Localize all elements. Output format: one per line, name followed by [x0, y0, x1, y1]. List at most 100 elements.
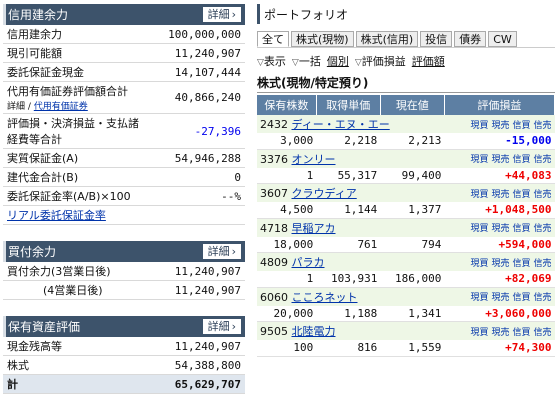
table-row: 現引可能額 11,240,907 [3, 43, 245, 63]
margin-buy-link[interactable]: 信買 [512, 327, 531, 338]
table-row: 現金残高等 11,240,907 [3, 337, 245, 356]
asset-detail-button[interactable]: 詳細 › [202, 319, 241, 334]
holding-values-row: 18,000 761 794 +594,000 [257, 236, 555, 253]
holding-values-row: 1 55,317 99,400 +44,083 [257, 167, 555, 184]
margin-detail-button[interactable]: 詳細 › [202, 7, 241, 22]
buy-table: 買付余力(3営業日後) 11,240,907 (4営業日後) 11,240,907 [3, 262, 245, 300]
holding-name-row: 4718 早稲アカ 現買 現売 信買 信売 [257, 218, 555, 237]
table-row: 計 65,629,707 [3, 374, 245, 394]
triangle-down-icon: ▽ [257, 58, 264, 68]
pl-value: +44,083 [444, 167, 555, 184]
margin-sell-link[interactable]: 信売 [533, 155, 552, 165]
holding-values-row: 1 103,931 186,000 +82,069 [257, 271, 555, 288]
margin-buy-link[interactable]: 信買 [512, 155, 531, 165]
stock-name-link[interactable]: オンリー [291, 152, 336, 166]
tab-cw[interactable]: CW [488, 31, 517, 47]
portfolio-title: ポートフォリオ [257, 4, 555, 24]
real-margin-link[interactable]: リアル委託保証金率 [7, 209, 106, 222]
asset-panel-header: 保有資産評価 詳細 › [3, 316, 245, 337]
bulk-option[interactable]: ▽一括 [291, 55, 321, 68]
price-value: 99,400 [380, 167, 445, 184]
pl-value: +594,000 [444, 236, 555, 253]
value-option[interactable]: 評価額 [411, 55, 445, 68]
buy-panel-title: 買付余力 [8, 245, 57, 259]
pl-option[interactable]: ▽評価損益 [354, 55, 406, 68]
margin-sell-link[interactable]: 信売 [533, 189, 552, 200]
cash-buy-link[interactable]: 現買 [470, 293, 489, 303]
cash-sell-link[interactable]: 現売 [491, 293, 510, 303]
buy-detail-button[interactable]: 詳細 › [202, 244, 241, 259]
holdings-table: 保有株数 取得単価 現在値 評価損益 2432 ディー・エヌ・エー 現買 現売 信買… [257, 95, 556, 357]
cash-buy-link[interactable]: 現買 [470, 189, 489, 200]
price-value: 2,213 [380, 133, 445, 150]
sub-securities-link[interactable]: 代用有価証券 [33, 102, 88, 112]
tab-stock-margin[interactable]: 株式(信用) [355, 31, 419, 47]
stock-code: 2432 [260, 118, 288, 131]
cash-sell-link[interactable]: 現売 [491, 155, 510, 165]
cash-sell-link[interactable]: 現売 [491, 189, 510, 200]
tab-fund[interactable]: 投信 [420, 31, 453, 47]
table-row: 買付余力(3営業日後) 11,240,907 [3, 262, 245, 281]
cash-sell-link[interactable]: 現売 [491, 327, 510, 338]
price-value: 1,341 [380, 305, 445, 322]
cash-buy-link[interactable]: 現買 [470, 258, 489, 269]
cost-value: 761 [316, 236, 381, 253]
cash-buy-link[interactable]: 現買 [470, 120, 489, 131]
stock-name-link[interactable]: こころネット [291, 290, 358, 304]
holding-name-row: 6060 こころネット 現買 現売 信買 信売 [257, 287, 555, 306]
chevron-right-icon: › [231, 8, 236, 21]
stock-name-link[interactable]: ディー・エヌ・エー [291, 118, 390, 131]
pl-value: +82,069 [444, 271, 555, 288]
margin-sell-link[interactable]: 信売 [533, 258, 552, 269]
cost-value: 2,218 [316, 133, 381, 150]
cash-buy-link[interactable]: 現買 [470, 224, 489, 234]
left-column: 信用建余力 詳細 › 信用建余力 100,000,000 現引可能額 11,240,9… [3, 4, 245, 394]
margin-sell-link[interactable]: 信売 [533, 327, 552, 338]
stock-code: 4718 [260, 221, 288, 235]
stock-code: 9505 [260, 325, 288, 338]
holding-name-row: 9505 北陸電力 現買 現売 信買 信売 [257, 321, 555, 340]
stock-code: 3376 [260, 152, 288, 166]
stock-name-link[interactable]: クラウディア [291, 187, 357, 200]
price-value: 1,377 [380, 202, 445, 219]
individual-option[interactable]: 個別 [326, 55, 349, 68]
tab-bond[interactable]: 債券 [454, 31, 487, 47]
margin-buy-link[interactable]: 信買 [512, 120, 531, 131]
margin-buy-link[interactable]: 信買 [512, 189, 531, 200]
cash-sell-link[interactable]: 現売 [491, 224, 510, 234]
qty-value: 20,000 [257, 305, 317, 322]
chevron-right-icon: › [231, 245, 236, 258]
table-row: 信用建余力 100,000,000 [3, 25, 245, 44]
display-option[interactable]: ▽表示 [257, 55, 286, 68]
portfolio-tabs: 全て 株式(現物) 株式(信用) 投信 債券 CW [257, 31, 555, 48]
cost-value: 1,144 [316, 202, 381, 219]
qty-value: 18,000 [257, 236, 317, 253]
section-subheader: 株式(現物/特定預り) [257, 74, 555, 93]
table-row: 代用有価証券評価額合計 詳細 / 代用有価証券 40,866,240 [3, 81, 245, 114]
stock-code: 3607 [260, 187, 288, 200]
stock-name-link[interactable]: パラカ [291, 256, 325, 269]
cash-sell-link[interactable]: 現売 [491, 258, 510, 269]
cash-buy-link[interactable]: 現買 [470, 327, 489, 338]
margin-sell-link[interactable]: 信売 [533, 224, 552, 234]
margin-buy-link[interactable]: 信買 [512, 258, 531, 269]
margin-sell-link[interactable]: 信売 [533, 293, 552, 303]
margin-sell-link[interactable]: 信売 [533, 120, 552, 131]
col-qty: 保有株数 [257, 95, 317, 115]
holding-values-row: 100 816 1,559 +74,300 [257, 340, 555, 357]
pl-value: +74,300 [444, 340, 555, 357]
stock-name-link[interactable]: 北陸電力 [291, 325, 336, 338]
tab-all[interactable]: 全て [257, 31, 289, 47]
pl-value: +3,060,000 [444, 305, 555, 322]
tab-stock-cash[interactable]: 株式(現物) [291, 31, 354, 47]
margin-buy-link[interactable]: 信買 [512, 224, 531, 234]
col-cost: 取得単価 [316, 95, 381, 115]
margin-buy-link[interactable]: 信買 [512, 293, 531, 303]
cash-buy-link[interactable]: 現買 [470, 155, 489, 165]
triangle-down-icon: ▽ [291, 58, 299, 68]
stock-code: 4809 [260, 256, 288, 269]
buy-panel-header: 買付余力 詳細 › [3, 241, 245, 262]
margin-panel-title: 信用建余力 [8, 8, 69, 22]
cash-sell-link[interactable]: 現売 [491, 120, 510, 131]
stock-name-link[interactable]: 早稲アカ [291, 221, 336, 235]
